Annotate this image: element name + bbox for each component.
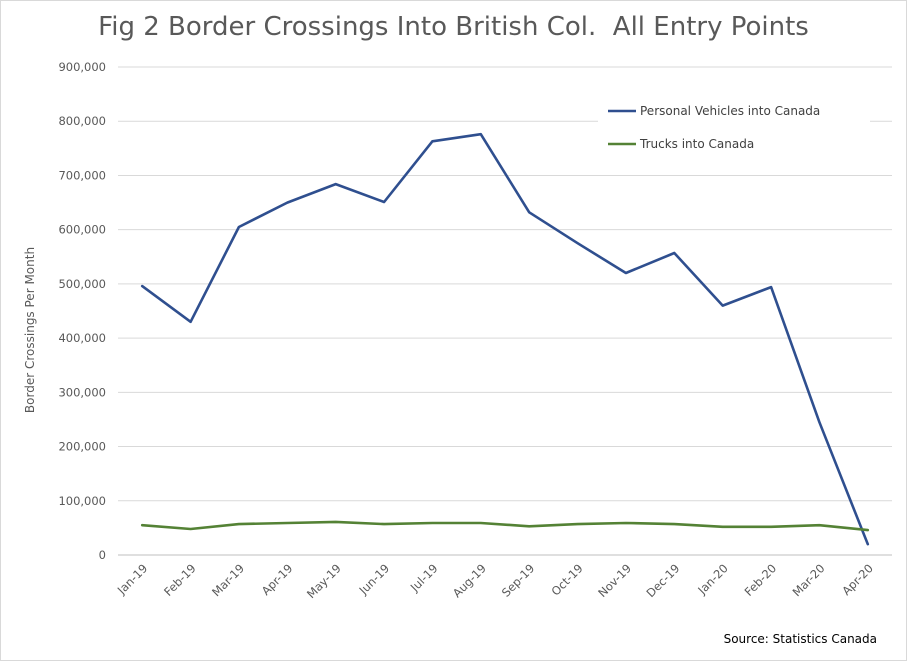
y-axis-label: Border Crossings Per Month — [23, 247, 37, 413]
legend-label: Trucks into Canada — [639, 137, 754, 151]
x-tick-label: Apr-19 — [259, 561, 296, 598]
y-tick-label: 800,000 — [58, 114, 106, 128]
x-tick-label: Mar-20 — [790, 561, 828, 599]
x-tick-label: Nov-19 — [595, 561, 634, 600]
x-tick-label: Feb-19 — [161, 561, 199, 599]
source-note: Source: Statistics Canada — [723, 632, 877, 646]
y-tick-label: 200,000 — [58, 440, 106, 454]
x-tick-label: Jul-19 — [407, 561, 441, 595]
x-tick-label: Oct-19 — [548, 561, 585, 598]
series-line-2 — [140, 520, 870, 532]
y-tick-label: 400,000 — [58, 331, 106, 345]
legend-label: Personal Vehicles into Canada — [640, 104, 820, 118]
x-tick-label: Feb-20 — [742, 561, 780, 599]
y-tick-label: 900,000 — [58, 60, 106, 74]
x-tick-label: Dec-19 — [644, 561, 683, 600]
x-axis-ticks: Jan-19 Feb-19 Mar-19 Apr-19 May-19 Jun-19 Jul-… — [114, 561, 876, 601]
y-tick-label: 100,000 — [58, 494, 106, 508]
x-tick-label: Sep-19 — [499, 561, 538, 600]
x-tick-label: Jan-19 — [114, 561, 150, 597]
y-tick-label: 500,000 — [58, 277, 106, 291]
chart-title: Fig 2 Border Crossings Into British Col.… — [98, 12, 809, 42]
y-axis-ticks: 0 100,000 200,000 300,000 400,000 500,000 600,… — [58, 60, 106, 562]
x-tick-label: Aug-19 — [450, 561, 489, 600]
x-tick-label: May-19 — [304, 561, 344, 601]
legend: Personal Vehicles into Canada Trucks into… — [598, 92, 870, 170]
series-line-1 — [140, 132, 870, 546]
x-tick-label: Jun-19 — [356, 561, 393, 598]
x-tick-label: Jan-20 — [694, 561, 730, 597]
y-tick-label: 0 — [99, 548, 106, 562]
legend-background — [598, 92, 870, 170]
series-lines — [140, 132, 870, 546]
y-tick-label: 600,000 — [58, 223, 106, 237]
x-tick-label: Apr-20 — [839, 561, 876, 598]
y-tick-label: 700,000 — [58, 168, 106, 182]
y-tick-label: 300,000 — [58, 385, 106, 399]
x-tick-label: Mar-19 — [209, 561, 247, 599]
